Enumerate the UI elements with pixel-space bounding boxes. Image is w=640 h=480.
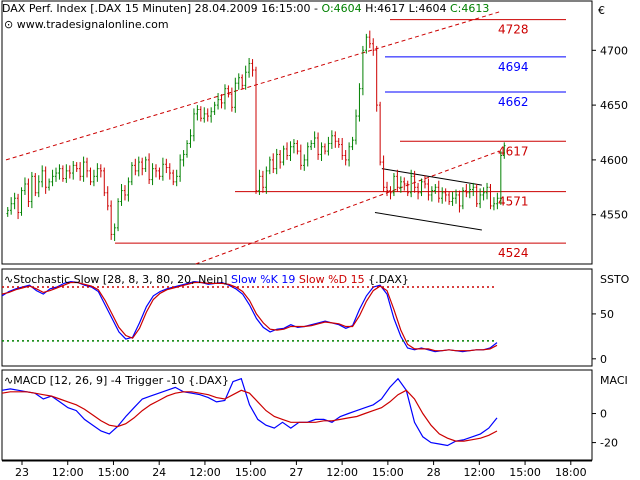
level-label-4571: 4571	[498, 195, 529, 209]
x-tick-label: 15:00	[509, 466, 541, 479]
stochastic-symbol: {.DAX}	[364, 273, 409, 286]
x-tick-label: 12:00	[463, 466, 495, 479]
stochastic-icon: ∿	[4, 273, 14, 286]
stochastic-k-label: Slow %K 19	[230, 273, 296, 286]
stochastic-params: Stochastic Slow [28, 8, 3, 80, 20, Nein]	[13, 273, 231, 286]
x-tick-label: 27	[289, 466, 303, 479]
x-tick-label: 12:00	[189, 466, 221, 479]
level-label-4728: 4728	[498, 23, 529, 37]
currency-label: €	[598, 4, 605, 17]
stochastic-line-0	[1, 280, 498, 353]
y-tick-label: 4600	[600, 154, 628, 167]
y-tick-label: 4650	[600, 99, 628, 112]
trend-channel-lower	[195, 150, 500, 265]
flag-channel-upper	[381, 168, 482, 186]
macd-axis-title: MACI	[600, 374, 628, 387]
x-tick-label: 12:00	[326, 466, 358, 479]
panel-frame-macd	[1, 369, 593, 461]
macd-y-tick-label: -20	[600, 437, 618, 450]
macd-line-1	[1, 389, 498, 442]
x-tick-label: 28	[427, 466, 441, 479]
website-label: www.tradesignalonline.com	[16, 18, 169, 31]
x-tick-label: 15:00	[98, 466, 130, 479]
macd-label: ∿MACD [12, 26, 9] -4 Trigger -10 {.DAX}	[4, 374, 229, 387]
x-tick-label: 24	[152, 466, 166, 479]
header-title: DAX Perf. Index [.DAX 15 Minuten] 28.04.…	[2, 2, 322, 15]
price-header: DAX Perf. Index [.DAX 15 Minuten] 28.04.…	[2, 2, 489, 16]
y-tick-label: 4700	[600, 44, 628, 57]
level-label-4617: 4617	[498, 144, 529, 158]
panel-frame-main	[1, 0, 593, 265]
trend-channel-upper	[5, 11, 500, 161]
header-close: C:4613	[449, 2, 490, 15]
level-label-4662: 4662	[498, 95, 529, 109]
level-label-4694: 4694	[498, 60, 529, 74]
sto-y-tick-label: 50	[600, 308, 614, 321]
stochastic-label: ∿Stochastic Slow [28, 8, 3, 80, 20, Nein…	[4, 273, 409, 286]
y-tick-label: 4550	[600, 209, 628, 222]
website-line: ⊙ www.tradesignalonline.com	[4, 18, 169, 32]
panel-frame-sto	[1, 268, 593, 367]
globe-icon: ⊙	[4, 18, 14, 31]
x-tick-label: 15:00	[372, 466, 404, 479]
level-label-4524: 4524	[498, 246, 529, 260]
macd-params: MACD [12, 26, 9] -4 Trigger -10 {.DAX}	[13, 374, 229, 387]
header-high-low: H:4617 L:4604	[361, 2, 450, 15]
stochastic-line-1	[1, 281, 498, 352]
flag-channel-lower	[374, 212, 482, 231]
x-tick-label: 18:00	[555, 466, 587, 479]
stochastic-d-label: Slow %D 15	[295, 273, 365, 286]
macd-line-0	[1, 377, 498, 447]
macd-y-tick-label: 0	[600, 408, 607, 421]
header-open: O:4604	[321, 2, 362, 15]
stochastic-axis-title: SSTO	[600, 273, 630, 286]
x-tick-label: 23	[15, 466, 29, 479]
x-tick-label: 15:00	[235, 466, 267, 479]
x-tick-label: 12:00	[52, 466, 84, 479]
sto-y-tick-label: 0	[600, 353, 607, 366]
macd-icon: ∿	[4, 374, 14, 387]
